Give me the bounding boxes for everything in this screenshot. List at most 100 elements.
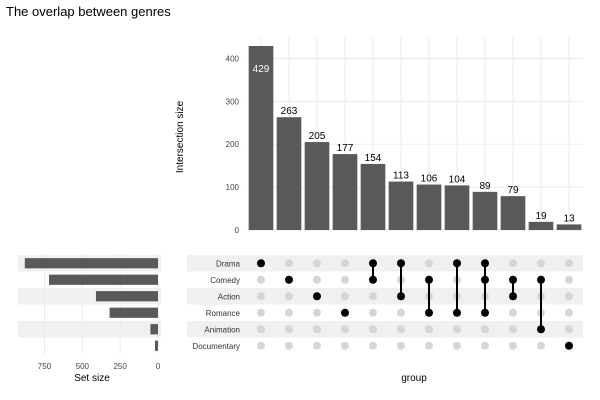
- matrix-dot-inactive: [313, 275, 321, 284]
- matrix-dot-inactive: [257, 308, 265, 317]
- set-bar-stripe: [18, 321, 161, 338]
- matrix-dot-inactive: [369, 308, 377, 317]
- y-tick-label: 400: [226, 54, 240, 63]
- set-name-label: Animation: [204, 325, 240, 334]
- group-axis-title: group: [401, 373, 427, 384]
- matrix-dot-active: [341, 308, 349, 317]
- matrix-dot-active: [481, 308, 489, 317]
- bar-value-label: 154: [365, 153, 382, 164]
- matrix-dot-inactive: [341, 292, 349, 301]
- bar-value-label: 113: [393, 171, 409, 182]
- matrix-dot-active: [397, 292, 405, 301]
- matrix-row-stripe: [187, 321, 583, 338]
- intersection-bar: [304, 142, 330, 230]
- matrix-dot-inactive: [537, 259, 545, 268]
- bar-value-label: 177: [337, 143, 354, 154]
- set-size-bar: [95, 291, 158, 302]
- matrix-dot-active: [453, 308, 461, 317]
- matrix-dot-inactive: [313, 259, 321, 268]
- matrix-dot-active: [397, 259, 405, 268]
- matrix-dot-inactive: [425, 259, 433, 268]
- bar-value-label: 205: [309, 131, 326, 142]
- bar-value-label: 89: [479, 181, 491, 192]
- intersection-bar: [444, 185, 470, 230]
- y-tick-label: 200: [226, 140, 240, 149]
- set-size-axis-title: Set size: [74, 373, 110, 384]
- matrix-dot-active: [425, 275, 433, 284]
- matrix-dot-inactive: [509, 259, 517, 268]
- matrix-dot-inactive: [285, 308, 293, 317]
- matrix-dot-active: [537, 325, 545, 334]
- matrix-dot-inactive: [453, 325, 461, 334]
- matrix-dot-inactive: [285, 341, 293, 350]
- intersection-bar: [500, 196, 526, 230]
- matrix-dot-inactive: [453, 341, 461, 350]
- matrix-dot-inactive: [285, 292, 293, 301]
- matrix-dot-inactive: [425, 341, 433, 350]
- matrix-dot-inactive: [341, 341, 349, 350]
- matrix-dot-inactive: [509, 308, 517, 317]
- matrix-dot-active: [481, 275, 489, 284]
- matrix-dot-inactive: [565, 325, 573, 334]
- matrix-dot-active: [369, 275, 377, 284]
- matrix-dot-inactive: [341, 275, 349, 284]
- intersection-bar: [416, 184, 442, 230]
- intersection-bar: [528, 221, 554, 230]
- matrix-dot-inactive: [257, 275, 265, 284]
- bar-value-label: 104: [449, 174, 466, 185]
- matrix-dot-inactive: [565, 275, 573, 284]
- set-x-tick-label: 0: [156, 362, 161, 371]
- matrix-dot-inactive: [313, 308, 321, 317]
- matrix-dot-inactive: [257, 325, 265, 334]
- y-tick-label: 100: [226, 183, 240, 192]
- matrix-dot-active: [537, 275, 545, 284]
- matrix-dot-active: [313, 292, 321, 301]
- set-name-label: Comedy: [210, 276, 240, 285]
- matrix-dot-inactive: [481, 325, 489, 334]
- intersection-bar: [472, 191, 498, 230]
- matrix-dot-inactive: [369, 292, 377, 301]
- matrix-dot-inactive: [509, 325, 517, 334]
- intersection-bar: [276, 117, 302, 230]
- intersection-bar: [248, 46, 274, 230]
- y-tick-label: 0: [235, 226, 240, 235]
- set-name-label: Action: [218, 292, 240, 301]
- set-size-bar: [150, 324, 158, 335]
- matrix-dot-active: [369, 259, 377, 268]
- intersection-bar: [388, 181, 414, 230]
- set-name-label: Drama: [216, 259, 241, 268]
- y-tick-label: 300: [226, 97, 240, 106]
- set-name-label: Documentary: [192, 342, 240, 351]
- matrix-dot-inactive: [285, 325, 293, 334]
- matrix-dot-inactive: [369, 325, 377, 334]
- chart-title: The overlap between genres: [6, 4, 171, 19]
- matrix-dot-inactive: [481, 341, 489, 350]
- matrix-dot-active: [509, 275, 517, 284]
- bar-value-label: 19: [535, 211, 547, 222]
- matrix-dot-active: [285, 275, 293, 284]
- matrix-dot-active: [257, 259, 265, 268]
- matrix-dot-inactive: [313, 325, 321, 334]
- matrix-dot-inactive: [565, 292, 573, 301]
- matrix-dot-inactive: [257, 341, 265, 350]
- set-x-tick-label: 500: [76, 362, 90, 371]
- matrix-dot-inactive: [257, 292, 265, 301]
- matrix-dot-inactive: [397, 341, 405, 350]
- set-size-bar: [109, 307, 158, 318]
- intersection-size-axis-title: Intersection size: [175, 100, 186, 173]
- bar-value-label: 106: [421, 174, 438, 185]
- set-size-bar: [49, 274, 159, 285]
- set-size-bar: [154, 340, 158, 351]
- intersection-bar: [360, 163, 386, 230]
- matrix-dot-inactive: [341, 325, 349, 334]
- matrix-dot-inactive: [341, 259, 349, 268]
- matrix-dot-active: [425, 308, 433, 317]
- bar-value-label: 429: [253, 64, 270, 75]
- matrix-dot-inactive: [369, 341, 377, 350]
- chart-layer: 0 100 200 300 400 429 263 205 177 154 113 106 104 89 7…: [18, 37, 583, 371]
- matrix-row-stripe: [187, 288, 583, 305]
- set-x-tick-label: 250: [113, 362, 127, 371]
- set-x-tick-label: 750: [38, 362, 52, 371]
- matrix-dot-active: [481, 259, 489, 268]
